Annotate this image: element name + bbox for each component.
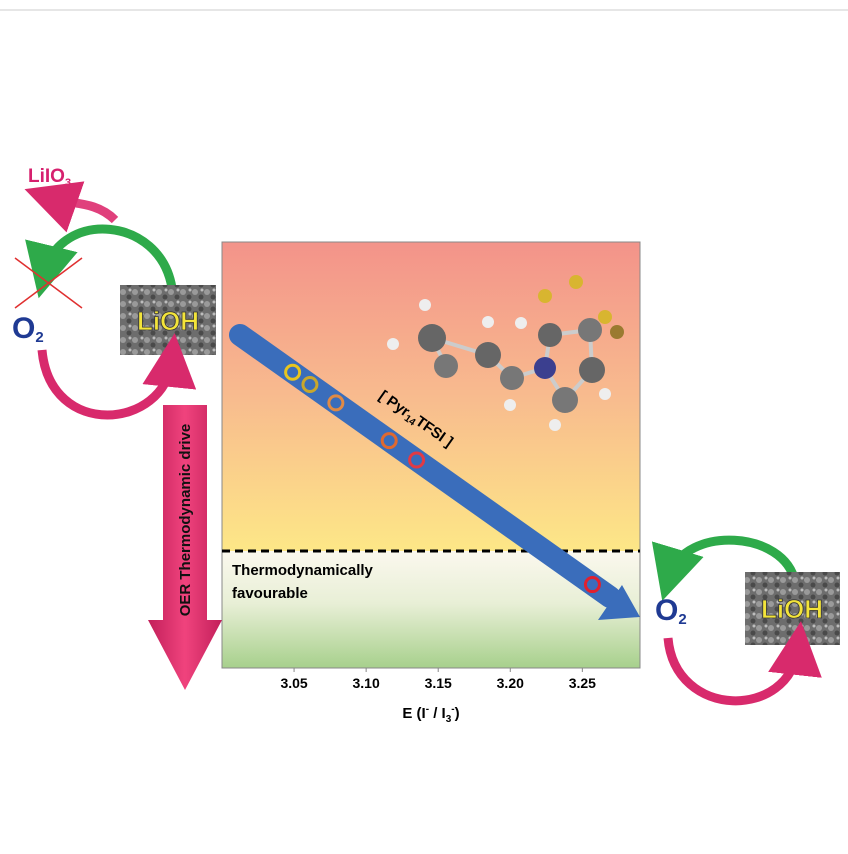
x-tick-label: 3.20 [497, 675, 524, 691]
region-label: favourable [232, 585, 308, 602]
formation-arrow [668, 638, 798, 701]
x-tick-label: 3.10 [353, 675, 380, 691]
formation-arrow [42, 350, 172, 415]
product-label: LiIO3 [28, 166, 71, 189]
x-tick-label: 3.25 [569, 675, 596, 691]
blocked-arrow [45, 229, 172, 288]
oxygen-label: O2 [655, 594, 687, 628]
drive-label: OER Thermodynamic drive [177, 424, 194, 617]
x-axis-label: E (I- / I3-) [402, 704, 459, 725]
lioh-label: LiOH [761, 594, 823, 624]
oxygen-label: O2 [12, 312, 44, 346]
lioh-label: LiOH [137, 306, 199, 336]
product-arrow [50, 198, 115, 220]
region-label: Thermodynamically [232, 562, 374, 579]
figure: Thermodynamically favourable [ Pyr14TFSI… [0, 0, 848, 854]
x-tick-label: 3.15 [425, 675, 452, 691]
x-tick-label: 3.05 [280, 675, 307, 691]
